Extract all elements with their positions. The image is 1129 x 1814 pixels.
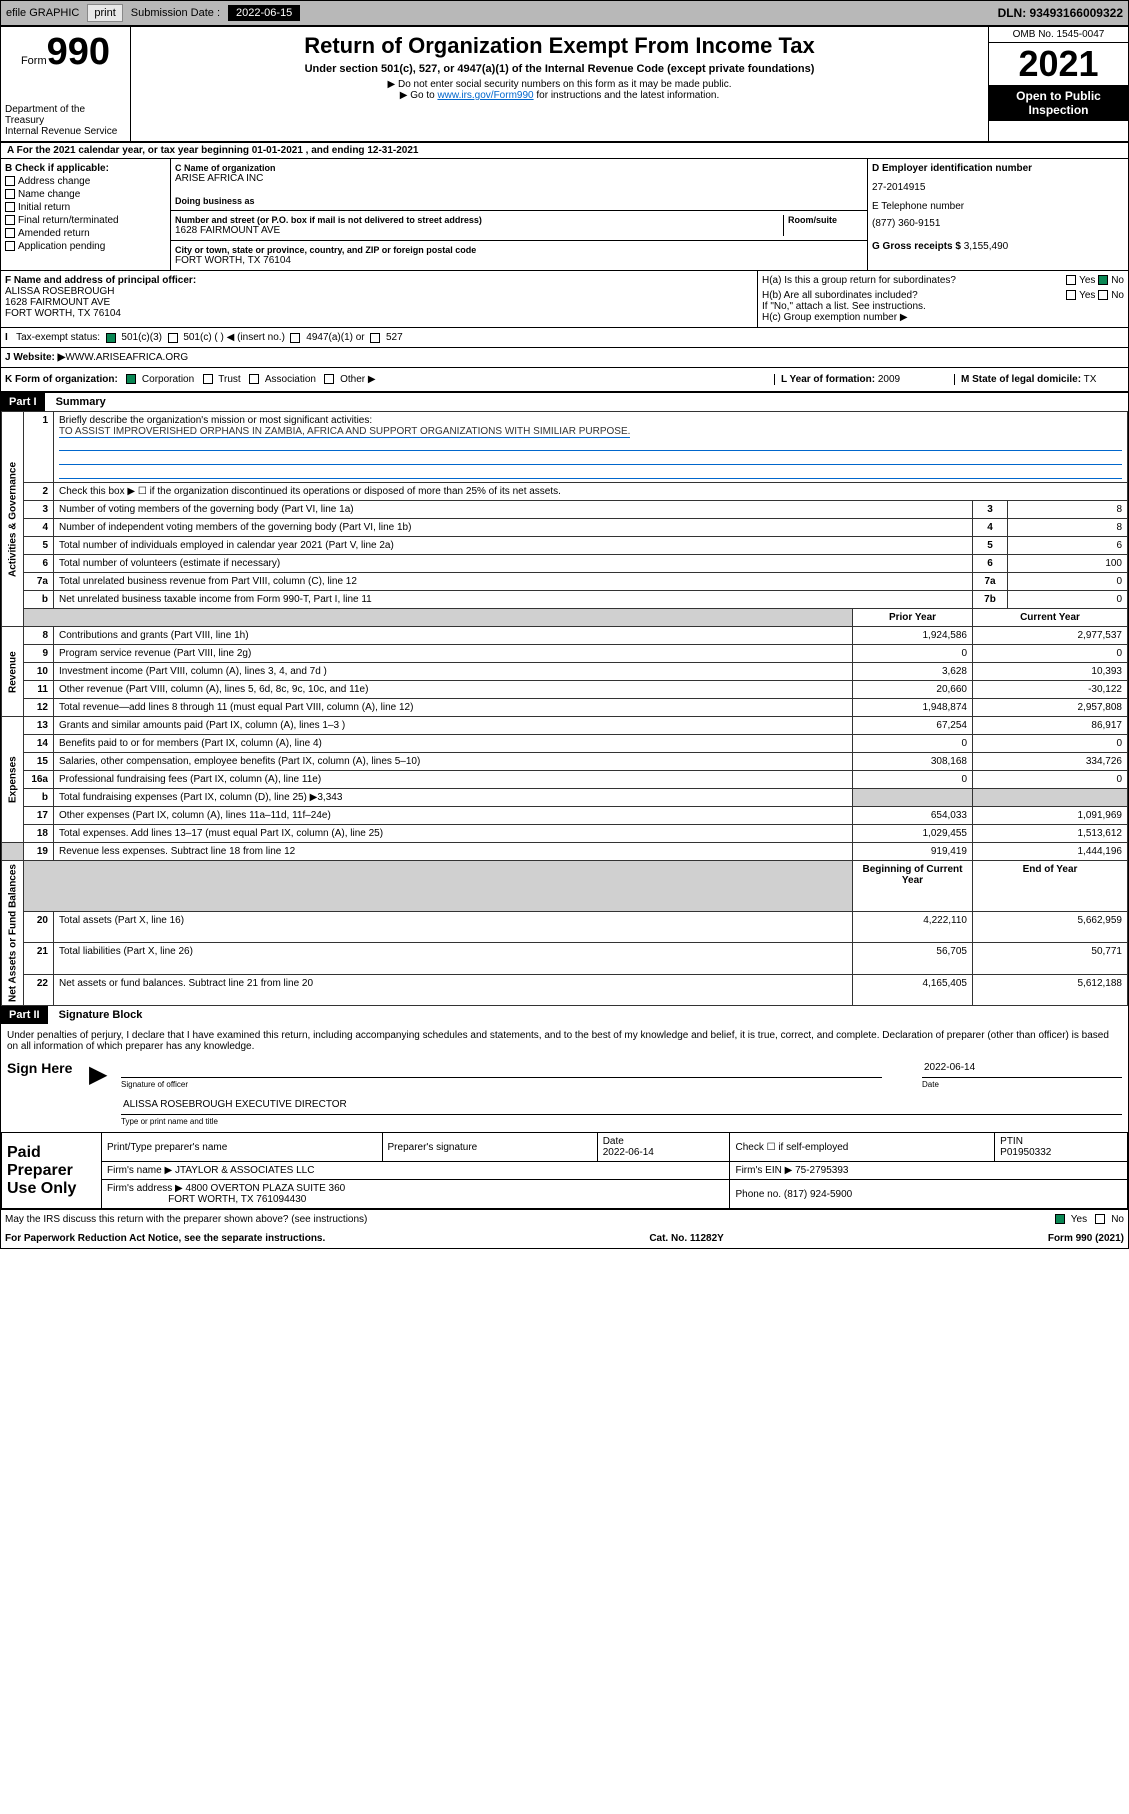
hb-yes[interactable] xyxy=(1066,290,1076,300)
ein: 27-2014915 xyxy=(872,182,1124,193)
check-final-return[interactable] xyxy=(5,215,15,225)
efile-label: efile GRAPHIC xyxy=(6,7,79,19)
irs-link[interactable]: www.irs.gov/Form990 xyxy=(437,90,533,101)
top-bar: efile GRAPHIC print Submission Date : 20… xyxy=(0,0,1129,26)
omb-number: OMB No. 1545-0047 xyxy=(989,27,1128,43)
line-3: 3Number of voting members of the governi… xyxy=(2,501,1128,519)
hb-no[interactable] xyxy=(1098,290,1108,300)
state-domicile: TX xyxy=(1084,374,1097,385)
form-990: Form990 Department of the Treasury Inter… xyxy=(0,26,1129,1249)
sign-here-label: Sign Here xyxy=(7,1060,77,1126)
irs-discuss-q: May the IRS discuss this return with the… xyxy=(5,1214,367,1225)
irs-label: Internal Revenue Service xyxy=(5,126,126,137)
section-b-to-g: B Check if applicable: Address change Na… xyxy=(1,159,1128,271)
check-address-change[interactable] xyxy=(5,176,15,186)
prep-date: 2022-06-14 xyxy=(603,1147,654,1158)
discuss-yes[interactable] xyxy=(1055,1214,1065,1224)
website-url: WWW.ARISEAFRICA.ORG xyxy=(65,352,188,363)
section-h-group: H(a) Is this a group return for subordin… xyxy=(758,271,1128,327)
dln: DLN: 93493166009322 xyxy=(998,6,1123,20)
check-assoc[interactable] xyxy=(249,374,259,384)
row-i-tax-status: I Tax-exempt status: 501(c)(3) 501(c) ( … xyxy=(1,328,1128,348)
firm-addr: FORT WORTH, TX 761094430 xyxy=(168,1194,306,1205)
sub-date-label: Submission Date : xyxy=(131,7,220,19)
print-button[interactable]: print xyxy=(87,4,122,22)
ha-no[interactable] xyxy=(1098,275,1108,285)
line-4: 4Number of independent voting members of… xyxy=(2,519,1128,537)
preparer-table: Paid Preparer Use Only Print/Type prepar… xyxy=(1,1132,1128,1209)
row-a-tax-year: A For the 2021 calendar year, or tax yea… xyxy=(1,143,1128,159)
firm-ein: 75-2795393 xyxy=(795,1165,848,1176)
officer-name: ALISSA ROSEBROUGH xyxy=(5,286,114,297)
form-header: Form990 Department of the Treasury Inter… xyxy=(1,27,1128,143)
ha-yes[interactable] xyxy=(1066,275,1076,285)
line-7a: 7aTotal unrelated business revenue from … xyxy=(2,573,1128,591)
sub-date-value: 2022-06-15 xyxy=(228,5,300,21)
check-4947[interactable] xyxy=(290,333,300,343)
org-city: FORT WORTH, TX 76104 xyxy=(175,255,863,266)
check-app-pending[interactable] xyxy=(5,241,15,251)
form-number: 990 xyxy=(47,31,110,73)
label-netassets: Net Assets or Fund Balances xyxy=(2,861,24,1006)
check-name-change[interactable] xyxy=(5,189,15,199)
form-label: Form xyxy=(21,55,47,67)
note-link: ▶ Go to www.irs.gov/Form990 for instruct… xyxy=(137,90,982,101)
year-formation: 2009 xyxy=(878,374,900,385)
line-6: 6Total number of volunteers (estimate if… xyxy=(2,555,1128,573)
check-501c3[interactable] xyxy=(106,333,116,343)
col-b-checkboxes: B Check if applicable: Address change Na… xyxy=(1,159,171,270)
mission-text: TO ASSIST IMPROVERISHED ORPHANS IN ZAMBI… xyxy=(59,426,630,438)
declaration-text: Under penalties of perjury, I declare th… xyxy=(7,1030,1122,1052)
sig-date: 2022-06-14 xyxy=(922,1060,1122,1078)
phone: (877) 360-9151 xyxy=(872,218,1124,229)
open-public: Open to Public Inspection xyxy=(989,85,1128,121)
form-title: Return of Organization Exempt From Incom… xyxy=(137,33,982,59)
dept-label: Department of the Treasury xyxy=(5,104,126,126)
tax-year: 2021 xyxy=(989,43,1128,85)
check-initial-return[interactable] xyxy=(5,202,15,212)
summary-table: Activities & Governance 1 Briefly descri… xyxy=(1,411,1128,1006)
section-f-officer: F Name and address of principal officer:… xyxy=(1,271,758,327)
form-subtitle: Under section 501(c), 527, or 4947(a)(1)… xyxy=(137,63,982,75)
officer-printed: ALISSA ROSEBROUGH EXECUTIVE DIRECTOR xyxy=(121,1097,1122,1115)
firm-phone: (817) 924-5900 xyxy=(784,1189,852,1200)
row-k-form-org: K Form of organization: Corporation Trus… xyxy=(1,368,1128,393)
part-1-header: Part I Summary xyxy=(1,393,1128,411)
col-d-to-g: D Employer identification number 27-2014… xyxy=(868,159,1128,270)
check-527[interactable] xyxy=(370,333,380,343)
note-ssn: ▶ Do not enter social security numbers o… xyxy=(137,79,982,90)
check-501c[interactable] xyxy=(168,333,178,343)
line-5: 5Total number of individuals employed in… xyxy=(2,537,1128,555)
label-revenue: Revenue xyxy=(2,627,24,717)
org-address: 1628 FAIRMOUNT AVE xyxy=(175,225,783,236)
check-trust[interactable] xyxy=(203,374,213,384)
col-c-org-info: C Name of organization ARISE AFRICA INC … xyxy=(171,159,868,270)
gross-receipts: 3,155,490 xyxy=(964,241,1009,252)
check-corp[interactable] xyxy=(126,374,136,384)
check-amended[interactable] xyxy=(5,228,15,238)
discuss-no[interactable] xyxy=(1095,1214,1105,1224)
org-name: ARISE AFRICA INC xyxy=(175,173,863,184)
firm-name: JTAYLOR & ASSOCIATES LLC xyxy=(175,1165,315,1176)
line-7b: bNet unrelated business taxable income f… xyxy=(2,591,1128,609)
label-activities: Activities & Governance xyxy=(2,412,24,627)
ptin: P01950332 xyxy=(1000,1147,1051,1158)
part-2-header: Part II Signature Block xyxy=(1,1006,1128,1024)
paid-preparer-label: Paid Preparer Use Only xyxy=(2,1133,102,1209)
form-footer: For Paperwork Reduction Act Notice, see … xyxy=(1,1229,1128,1248)
row-j-website: J Website: ▶ WWW.ARISEAFRICA.ORG xyxy=(1,348,1128,368)
label-expenses: Expenses xyxy=(2,717,24,843)
check-other[interactable] xyxy=(324,374,334,384)
